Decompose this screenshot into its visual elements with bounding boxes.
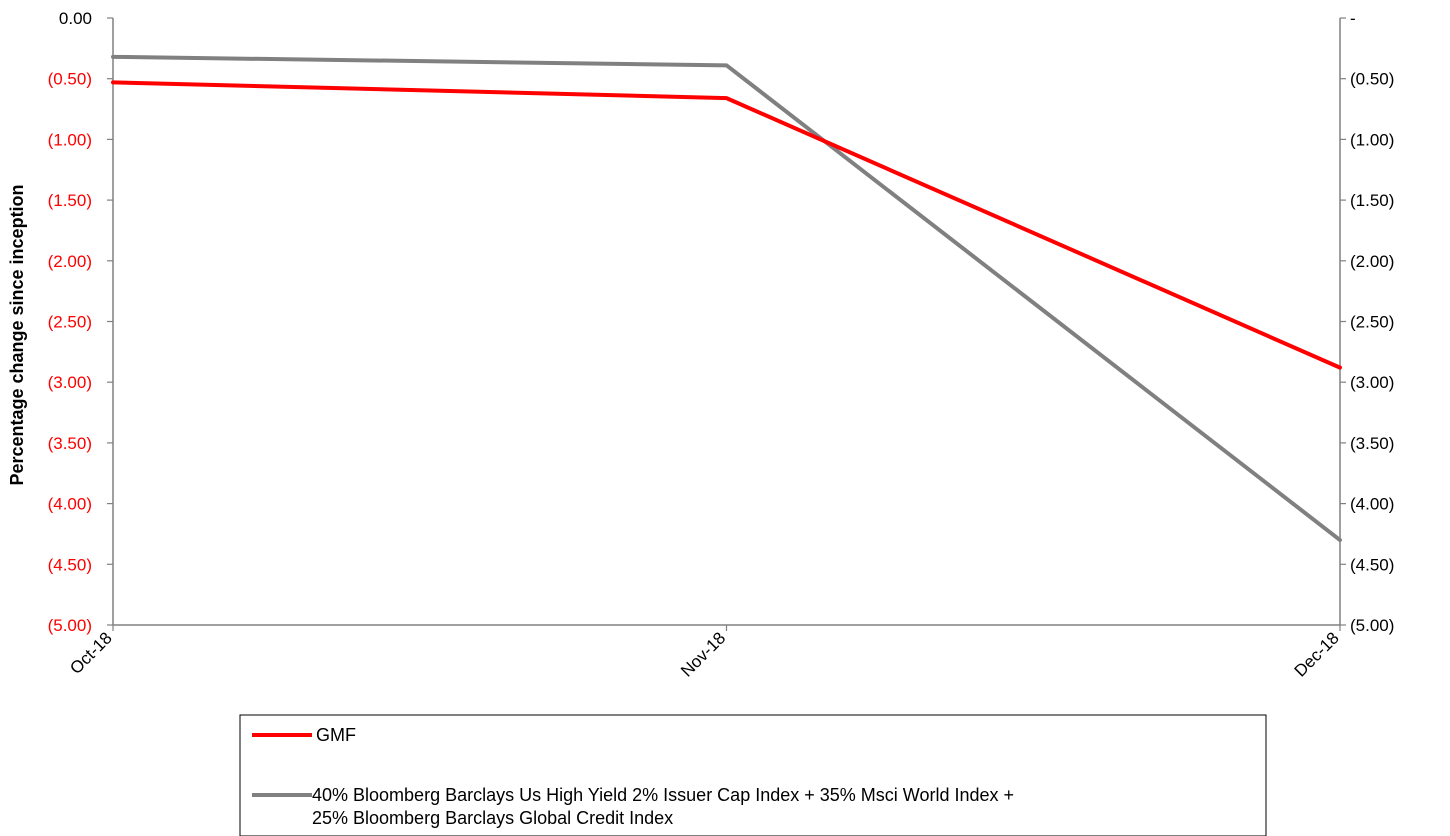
tick-marks	[107, 17, 1346, 631]
series-lines	[111, 54, 1342, 543]
left-tick-label: (4.50)	[48, 555, 92, 574]
left-tick-label: (5.00)	[48, 616, 92, 635]
left-tick-labels: 0.00 (0.50) (1.00) (1.50) (2.00) (2.50) (3.00)…	[48, 9, 92, 635]
x-tick-label: Dec-18	[1291, 628, 1343, 680]
x-tick-label: Oct-18	[66, 628, 116, 678]
legend-label-benchmark-line: 25% Bloomberg Barclays Global Credit Ind…	[312, 808, 673, 828]
right-tick-label: (1.00)	[1350, 130, 1394, 149]
right-tick-label: (3.00)	[1350, 373, 1394, 392]
right-tick-label: (2.00)	[1350, 252, 1394, 271]
left-tick-label: (3.00)	[48, 373, 92, 392]
legend: GMF 40% Bloomberg Barclays Us High Yield …	[239, 714, 1267, 836]
left-tick-label: (1.00)	[48, 130, 92, 149]
series-line-benchmark	[111, 54, 1342, 543]
right-tick-label: -	[1350, 9, 1356, 28]
x-tick-labels: Oct-18 Nov-18 Dec-18	[66, 628, 1343, 680]
right-tick-label: (5.00)	[1350, 616, 1394, 635]
right-tick-label: (3.50)	[1350, 434, 1394, 453]
legend-label-gmf: GMF	[316, 725, 356, 745]
right-tick-label: (2.50)	[1350, 313, 1394, 332]
left-tick-label: (0.50)	[48, 70, 92, 89]
legend-box	[239, 714, 1267, 836]
left-tick-label: (4.00)	[48, 495, 92, 514]
left-tick-label: (2.50)	[48, 313, 92, 332]
left-tick-label: (2.00)	[48, 252, 92, 271]
left-tick-label: (3.50)	[48, 434, 92, 453]
y-axis-label: Percentage change since inception	[7, 184, 27, 485]
left-tick-label: 0.00	[59, 9, 92, 28]
right-tick-label: (1.50)	[1350, 191, 1394, 210]
axes	[112, 18, 1341, 626]
series-line-gmf	[111, 80, 1342, 370]
right-tick-label: (4.50)	[1350, 555, 1394, 574]
right-tick-labels: - (0.50) (1.00) (1.50) (2.00) (2.50) (3.00) (3.…	[1350, 9, 1394, 635]
right-tick-label: (4.00)	[1350, 495, 1394, 514]
left-tick-label: (1.50)	[48, 191, 92, 210]
legend-label-benchmark-line: 40% Bloomberg Barclays Us High Yield 2% …	[312, 785, 1014, 805]
x-tick-label: Nov-18	[677, 628, 729, 680]
right-tick-label: (0.50)	[1350, 70, 1394, 89]
